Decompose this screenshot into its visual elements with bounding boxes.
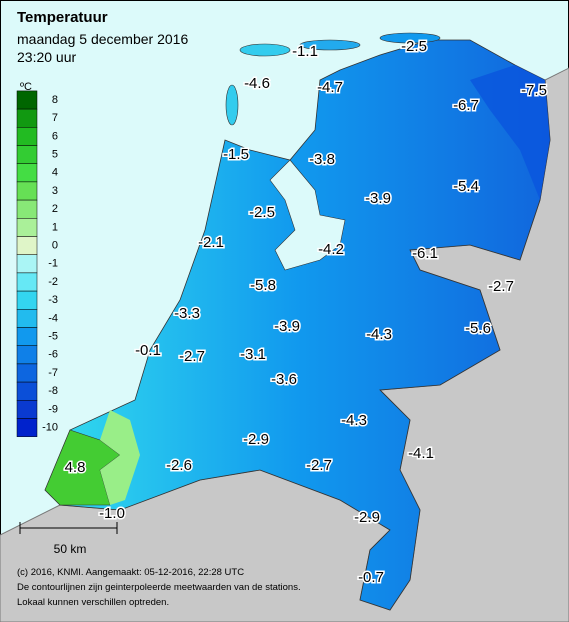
station-value: -2.9 — [354, 509, 380, 526]
stations: -1.1 -2.5 -4.6 -4.7 -6.7 -7.5 -1.5 -3.8 -3.9 -5.4… — [63, 36, 548, 587]
legend-swatch — [16, 418, 38, 437]
station-value: -5.4 — [453, 178, 479, 195]
legend-swatch — [16, 127, 38, 146]
footer: (c) 2016, KNMI. Aangemaakt: 05-12-2016, … — [17, 567, 244, 578]
legend-label: -5 — [48, 331, 58, 343]
station-value: -1.0 — [99, 505, 125, 522]
legend-label: -8 — [48, 385, 58, 397]
station-value: -4.7 — [317, 79, 343, 96]
legend-label: -7 — [48, 367, 58, 379]
station-value: -1.1 — [292, 43, 318, 60]
legend-label: 8 — [52, 94, 58, 106]
station-value: -2.7 — [488, 278, 514, 295]
station-value: -2.9 — [243, 431, 269, 448]
legend-label: -3 — [48, 294, 58, 306]
legend-swatch — [16, 181, 38, 201]
legend-label: 5 — [52, 149, 58, 161]
station-value: -3.1 — [240, 346, 266, 363]
legend-swatch — [16, 199, 38, 219]
legend-swatch — [16, 345, 38, 365]
legend-label: 3 — [52, 185, 58, 197]
legend-swatch — [16, 218, 38, 237]
station-value: -4.3 — [366, 326, 392, 343]
legend-swatch — [16, 236, 38, 255]
legend-swatch — [16, 163, 38, 183]
station-value: -1.5 — [223, 146, 249, 163]
footer: Lokaal kunnen verschillen optreden. — [17, 597, 169, 608]
legend-swatch — [16, 272, 38, 292]
station-value: -2.1 — [198, 234, 224, 251]
station-value: -4.3 — [341, 412, 367, 429]
legend-swatch — [16, 327, 38, 346]
legend-label: -6 — [48, 349, 58, 361]
island — [379, 32, 441, 44]
legend-swatch — [16, 90, 38, 110]
date: maandag 5 december 2016 — [17, 31, 188, 47]
legend-swatch — [16, 363, 38, 383]
legend-label: 0 — [52, 240, 58, 252]
station-value: -2.7 — [179, 348, 205, 365]
legend-label: 6 — [52, 130, 58, 142]
legend-swatch — [16, 290, 38, 310]
legend-swatch — [16, 309, 38, 328]
station-value: -6.7 — [453, 97, 479, 114]
station-value: -3.9 — [365, 190, 391, 207]
station-value: -4.2 — [318, 241, 344, 258]
station-value: -3.6 — [271, 371, 297, 388]
station-value: -0.7 — [358, 569, 384, 586]
legend-label: -9 — [48, 403, 58, 415]
island — [299, 39, 361, 51]
legend: 8 7 6 5 4 3 2 1 0 -1 -2 -3 -4 -5 -6 -7 -8 -9 -10 — [16, 90, 58, 437]
scale-label: 50 km — [54, 542, 87, 556]
legend-swatch — [16, 400, 38, 419]
legend-swatch — [16, 145, 38, 164]
legend-label: -1 — [48, 258, 58, 270]
unit: ºC — [20, 81, 32, 93]
station-value: -4.1 — [408, 445, 434, 462]
station-value: -5.6 — [465, 320, 491, 337]
station-value: 4.8 — [65, 459, 86, 476]
island — [239, 43, 291, 57]
station-value: -2.6 — [166, 457, 192, 474]
legend-swatch — [16, 381, 38, 401]
legend-label: -2 — [48, 276, 58, 288]
legend-label: -10 — [42, 422, 58, 434]
station-value: -2.7 — [306, 457, 332, 474]
legend-label: 4 — [52, 167, 58, 179]
station-value: -3.8 — [309, 151, 335, 168]
station-value: -2.5 — [401, 38, 427, 55]
station-value: -0.1 — [135, 342, 161, 359]
station-value: -3.3 — [174, 305, 200, 322]
station-value: -7.5 — [521, 82, 547, 99]
ijsselmeer — [269, 159, 346, 271]
legend-swatch — [16, 108, 38, 128]
time: 23:20 uur — [17, 49, 76, 65]
station-value: -6.1 — [412, 245, 438, 262]
legend-label: 1 — [52, 221, 58, 233]
title: Temperatuur — [17, 9, 108, 26]
east-cold-zone — [470, 65, 550, 200]
station-value: -2.5 — [249, 204, 275, 221]
station-value: -4.6 — [244, 75, 270, 92]
legend-swatch — [16, 254, 38, 274]
legend-label: 2 — [52, 203, 58, 215]
legend-label: 7 — [52, 112, 58, 124]
footer: De contourlijnen zijn geinterpoleerde me… — [17, 582, 301, 593]
legend-label: -4 — [48, 312, 58, 324]
zeeland-mild-zone — [100, 410, 140, 505]
island — [225, 84, 239, 126]
station-value: -5.8 — [250, 277, 276, 294]
station-value: -3.9 — [274, 318, 300, 335]
